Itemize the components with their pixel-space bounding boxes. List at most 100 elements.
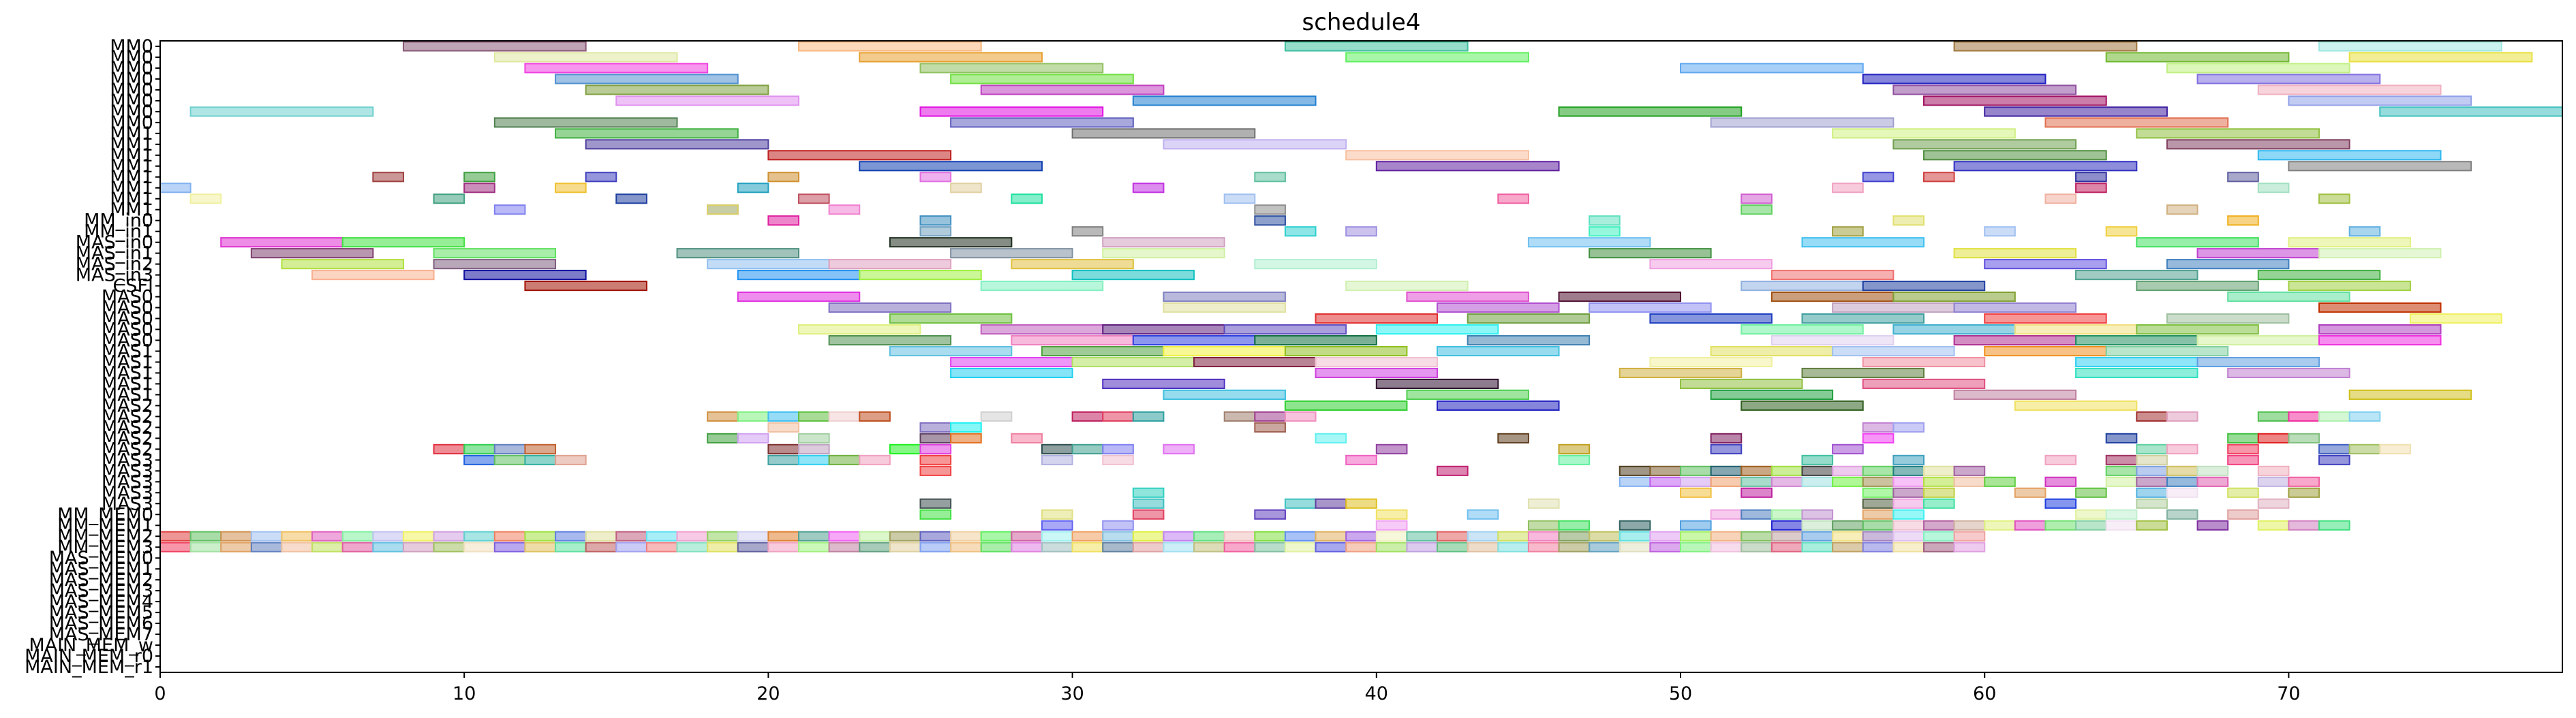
task-bar <box>1102 443 1134 454</box>
task-bar <box>1862 487 1895 498</box>
task-bar <box>919 172 952 183</box>
task-bar <box>950 356 1073 368</box>
task-bar <box>1132 498 1165 509</box>
y-tick-label: MM1 <box>110 189 153 210</box>
task-bar <box>1619 465 1651 476</box>
task-bar <box>2348 411 2381 422</box>
task-bar <box>1770 509 1803 520</box>
task-bar <box>859 411 891 422</box>
task-bar <box>889 531 921 542</box>
axes-frame <box>159 40 2563 673</box>
task-bar <box>1862 509 1895 520</box>
task-bar <box>1254 259 1377 270</box>
x-tick-label: 30 <box>1060 683 1084 704</box>
task-bar <box>2136 454 2168 465</box>
task-bar <box>1710 542 1743 552</box>
x-tick-label: 70 <box>2277 683 2300 704</box>
task-bar <box>493 117 678 128</box>
task-bar <box>1315 531 1347 542</box>
task-bar <box>859 52 1043 63</box>
task-bar <box>433 248 557 259</box>
task-bar <box>1163 389 1286 400</box>
task-bar <box>1649 542 1682 552</box>
task-bar <box>1680 531 1712 542</box>
task-bar <box>1254 334 1377 346</box>
task-bar <box>2075 183 2107 193</box>
task-bar <box>1741 204 1773 215</box>
task-bar <box>2318 443 2350 454</box>
task-bar <box>1892 520 1925 531</box>
task-bar <box>341 237 465 248</box>
task-bar <box>645 542 678 552</box>
x-tick-label: 20 <box>756 683 780 704</box>
task-bar <box>1862 476 1895 487</box>
x-tick-label: 50 <box>1669 683 1692 704</box>
task-bar <box>463 172 495 183</box>
task-bar <box>1497 531 1529 542</box>
task-bar <box>1375 443 1408 454</box>
task-bar <box>737 292 861 302</box>
task-bar <box>767 542 800 552</box>
task-bar <box>1041 531 1073 542</box>
task-bar <box>1680 465 1712 476</box>
task-bar <box>433 259 557 270</box>
task-bar <box>919 433 952 443</box>
x-tick-label: 10 <box>453 683 476 704</box>
task-bar <box>1953 248 2077 259</box>
y-tick-label: MAS_in2 <box>76 254 153 275</box>
task-bar <box>1770 476 1803 487</box>
task-bar <box>767 411 800 422</box>
task-bar <box>1041 520 1073 531</box>
task-bar <box>798 324 921 335</box>
task-bar <box>2288 476 2320 487</box>
task-bar <box>950 367 1073 379</box>
task-bar <box>281 531 313 542</box>
task-bar <box>463 183 495 193</box>
task-bar <box>2288 411 2320 422</box>
task-bar <box>1071 226 1104 237</box>
y-tick-label: MAS3 <box>102 493 153 514</box>
task-bar <box>2075 520 2107 531</box>
task-bar <box>2105 465 2138 476</box>
task-bar <box>676 542 709 552</box>
task-bar <box>433 531 465 542</box>
y-tick-label: MAS_in3 <box>76 265 153 286</box>
task-bar <box>2105 345 2229 357</box>
task-bar <box>311 542 343 552</box>
task-bar <box>585 84 769 95</box>
task-bar <box>1193 531 1225 542</box>
task-bar <box>2288 161 2472 172</box>
task-bar <box>828 531 861 542</box>
y-tick-label: MAS0 <box>102 319 153 341</box>
task-bar <box>1223 542 1256 552</box>
task-bar <box>493 443 526 454</box>
task-bar <box>1254 509 1286 520</box>
task-bar <box>1801 465 1834 476</box>
task-bar <box>1984 520 2016 531</box>
task-bar <box>767 150 952 161</box>
task-bar <box>1497 433 1529 443</box>
task-bar <box>1832 226 1864 237</box>
task-bar <box>2257 270 2381 281</box>
task-bar <box>919 63 1104 74</box>
task-bar <box>1862 498 1895 509</box>
task-bar <box>1801 454 1834 465</box>
task-bar <box>1770 334 1895 346</box>
y-tick-label: MAS1 <box>102 352 153 373</box>
task-bar <box>1741 324 1864 335</box>
task-bar <box>1011 542 1043 552</box>
task-bar <box>1284 542 1317 552</box>
task-bar <box>828 204 861 215</box>
task-bar <box>1375 324 1499 335</box>
task-bar <box>250 531 283 542</box>
task-bar <box>1862 531 1895 542</box>
task-bar <box>1801 531 1834 542</box>
task-bar <box>919 215 952 226</box>
task-bar <box>1832 183 1864 193</box>
task-bar <box>828 334 952 346</box>
task-bar <box>859 270 982 281</box>
task-bar <box>1284 41 1469 52</box>
task-bar <box>1710 531 1743 542</box>
task-bar <box>159 183 191 193</box>
task-bar <box>1589 226 1621 237</box>
